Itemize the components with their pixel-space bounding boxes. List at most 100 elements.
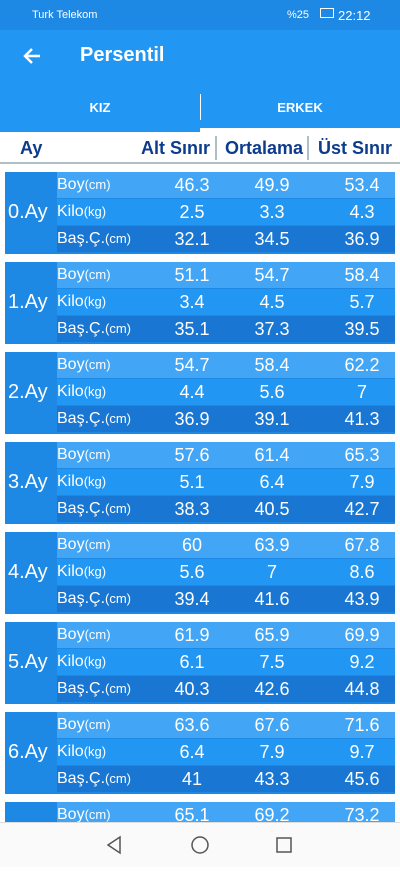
- month-label: 1.Ay: [8, 290, 48, 313]
- measure-unit: (cm): [105, 681, 132, 696]
- measure-unit: (kg): [83, 564, 107, 579]
- value-cell: 41.6: [254, 589, 290, 609]
- value-cell: 65.3: [344, 445, 380, 465]
- app-bar: Persentil: [0, 30, 400, 82]
- month-group: 2.Ay Boy(cm) 54.7 58.4 62.2 Kilo(kg) 4.4 5.6 7 Ba…: [5, 352, 395, 434]
- month-group: 1.Ay Boy(cm) 51.1 54.7 58.4 Kilo(kg) 3.4 4.5 5.7…: [5, 262, 395, 344]
- status-bar: Turk Telekom %25 22:12: [0, 0, 400, 30]
- value-cell: 41: [181, 769, 203, 789]
- value-cell: 7: [266, 562, 277, 582]
- value-cell: 45.6: [344, 769, 380, 789]
- column-header: Alt Sınır: [140, 138, 210, 158]
- battery-level: %25: [287, 9, 310, 21]
- value-cell: 42.7: [344, 499, 380, 519]
- measure-row: Kilo(kg) 3.4 4.5 5.7: [57, 289, 395, 315]
- measure-unit: (cm): [84, 627, 111, 642]
- measure-row: Boy(cm) 57.6 61.4 65.3: [57, 442, 395, 468]
- tab-bar: KIZ ERKEK: [0, 82, 400, 132]
- value-cell: 32.1: [174, 229, 210, 249]
- value-cell: 6.4: [259, 472, 285, 492]
- measure-label: Boy(cm): [57, 536, 111, 553]
- measure-row: Kilo(kg) 4.4 5.6 7: [57, 379, 395, 405]
- measure-label: Baş.Ç.(cm): [57, 230, 132, 247]
- column-divider: [215, 136, 217, 160]
- value-cell: 61.4: [254, 445, 290, 465]
- value-cell: 3.4: [179, 292, 205, 312]
- measure-label: Kilo(kg): [57, 203, 107, 220]
- measure-label: Baş.Ç.(cm): [57, 770, 132, 787]
- value-cell: 49.9: [254, 175, 290, 195]
- value-cell: 60: [181, 535, 203, 555]
- column-header: Ay: [20, 138, 43, 158]
- value-cell: 6.1: [179, 652, 205, 672]
- measure-label: Boy(cm): [57, 806, 111, 822]
- month-group: Boy(cm) 65.1 69.2 73.2: [5, 802, 395, 822]
- measure-label: Kilo(kg): [57, 743, 107, 760]
- value-cell: 63.9: [254, 535, 290, 555]
- value-cell: 7.5: [259, 652, 285, 672]
- measure-label: Baş.Ç.(cm): [57, 680, 132, 697]
- value-cell: 67.6: [254, 715, 290, 735]
- measure-row: Boy(cm) 46.3 49.9 53.4: [57, 172, 395, 198]
- measure-row: Baş.Ç.(cm) 39.4 41.6 43.9: [57, 586, 395, 612]
- measure-label: Baş.Ç.(cm): [57, 410, 132, 427]
- clock: 22:12: [338, 8, 371, 23]
- value-cell: 73.2: [344, 805, 380, 822]
- measure-label: Boy(cm): [57, 176, 111, 193]
- measure-row: Boy(cm) 60 63.9 67.8: [57, 532, 395, 558]
- value-cell: 69.9: [344, 625, 380, 645]
- nav-recents[interactable]: [276, 837, 292, 853]
- nav-back[interactable]: [106, 835, 121, 855]
- measure-label: Baş.Ç.(cm): [57, 590, 132, 607]
- value-cell: 67.8: [344, 535, 380, 555]
- measure-unit: (cm): [84, 447, 111, 462]
- measure-row: Kilo(kg) 6.1 7.5 9.2: [57, 649, 395, 675]
- value-cell: 53.4: [344, 175, 380, 195]
- tab[interactable]: ERKEK: [277, 100, 323, 115]
- value-cell: 40.5: [254, 499, 290, 519]
- value-cell: 5.6: [179, 562, 205, 582]
- measure-unit: (cm): [105, 501, 132, 516]
- value-cell: 43.3: [254, 769, 290, 789]
- measure-row: Boy(cm) 63.6 67.6 71.6: [57, 712, 395, 738]
- measure-label: Boy(cm): [57, 446, 111, 463]
- value-cell: 34.5: [254, 229, 290, 249]
- measure-label: Boy(cm): [57, 716, 111, 733]
- value-cell: 39.1: [254, 409, 290, 429]
- value-cell: 36.9: [174, 409, 210, 429]
- column-header: Üst Sınır: [317, 138, 392, 158]
- measure-unit: (kg): [83, 294, 107, 309]
- value-cell: 65.9: [254, 625, 290, 645]
- value-cell: 65.1: [174, 805, 210, 822]
- nav-buttons: [106, 835, 292, 855]
- value-cell: 69.2: [254, 805, 290, 822]
- measure-unit: (cm): [105, 771, 132, 786]
- measure-unit: (cm): [105, 321, 132, 336]
- value-cell: 38.3: [174, 499, 210, 519]
- back-button[interactable]: [20, 44, 44, 68]
- measure-row: Baş.Ç.(cm) 38.3 40.5 42.7: [57, 496, 395, 522]
- measure-unit: (kg): [83, 204, 107, 219]
- measure-row: Kilo(kg) 5.1 6.4 7.9: [57, 469, 395, 495]
- percentile-list: 0.Ay Boy(cm) 46.3 49.9 53.4 Kilo(kg) 2.5 3.3 4.3…: [0, 164, 400, 822]
- tab-divider: [200, 94, 201, 120]
- measure-row: Boy(cm) 51.1 54.7 58.4: [57, 262, 395, 288]
- measure-row: Boy(cm) 65.1 69.2 73.2: [57, 802, 395, 822]
- column-header: Ortalama: [224, 138, 304, 158]
- month-group: 5.Ay Boy(cm) 61.9 65.9 69.9 Kilo(kg) 6.1 7.5 9.2…: [5, 622, 395, 704]
- month-group: 0.Ay Boy(cm) 46.3 49.9 53.4 Kilo(kg) 2.5 3.3 4.3…: [5, 172, 395, 254]
- month-group: 6.Ay Boy(cm) 63.6 67.6 71.6 Kilo(kg) 6.4 7.9 9.7…: [5, 712, 395, 794]
- nav-home[interactable]: [191, 836, 209, 854]
- value-cell: 40.3: [174, 679, 210, 699]
- measure-label: Kilo(kg): [57, 473, 107, 490]
- nav-bar: [0, 822, 400, 867]
- tab[interactable]: KIZ: [89, 100, 111, 115]
- value-cell: 4.4: [179, 382, 205, 402]
- value-cell: 36.9: [344, 229, 380, 249]
- value-cell: 4.5: [259, 292, 285, 312]
- measure-unit: (cm): [105, 591, 132, 606]
- value-cell: 46.3: [174, 175, 210, 195]
- value-cell: 9.2: [349, 652, 375, 672]
- tab-indicator: [200, 128, 400, 132]
